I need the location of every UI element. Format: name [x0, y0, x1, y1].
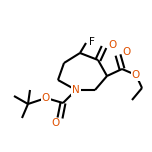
- Text: N: N: [72, 85, 80, 95]
- Text: O: O: [52, 118, 60, 128]
- Text: F: F: [89, 37, 95, 47]
- Text: O: O: [122, 47, 130, 57]
- Text: O: O: [42, 93, 50, 103]
- Text: O: O: [108, 40, 116, 50]
- Text: O: O: [132, 70, 140, 80]
